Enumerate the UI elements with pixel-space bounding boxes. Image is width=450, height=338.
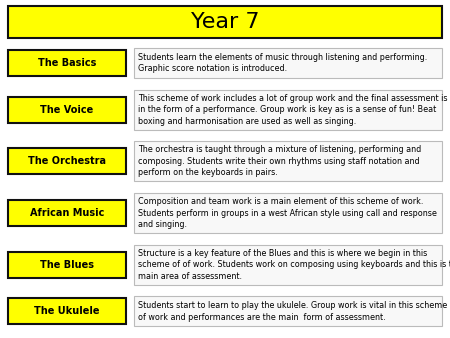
Bar [134, 296, 442, 327]
Text: The Ukulele: The Ukulele [34, 307, 100, 316]
Bar [8, 97, 126, 123]
Text: The Orchestra: The Orchestra [28, 156, 106, 166]
Bar [8, 148, 126, 174]
Text: Year 7: Year 7 [191, 12, 259, 32]
Bar [8, 252, 126, 278]
Text: Composition and team work is a main element of this scheme of work.
Students per: Composition and team work is a main elem… [138, 197, 437, 229]
Text: The Blues: The Blues [40, 260, 94, 270]
Bar [134, 141, 442, 182]
Text: Students start to learn to play the ukulele. Group work is vital in this scheme
: Students start to learn to play the ukul… [138, 301, 447, 322]
Text: Structure is a key feature of the Blues and this is where we begin in this
schem: Structure is a key feature of the Blues … [138, 249, 450, 281]
Bar [8, 298, 126, 324]
Text: Students learn the elements of music through listening and performing.
Graphic s: Students learn the elements of music thr… [138, 53, 427, 73]
Bar [134, 245, 442, 285]
Bar [134, 48, 442, 78]
Text: African Music: African Music [30, 208, 104, 218]
Bar [8, 6, 442, 38]
Text: This scheme of work includes a lot of group work and the final assessment is
in : This scheme of work includes a lot of gr… [138, 94, 447, 126]
Bar [134, 193, 442, 233]
Bar [8, 50, 126, 76]
Text: The orchestra is taught through a mixture of listening, performing and
composing: The orchestra is taught through a mixtur… [138, 145, 421, 177]
Bar [8, 200, 126, 226]
Text: The Voice: The Voice [40, 105, 94, 115]
Bar [134, 90, 442, 130]
Text: The Basics: The Basics [38, 58, 96, 68]
